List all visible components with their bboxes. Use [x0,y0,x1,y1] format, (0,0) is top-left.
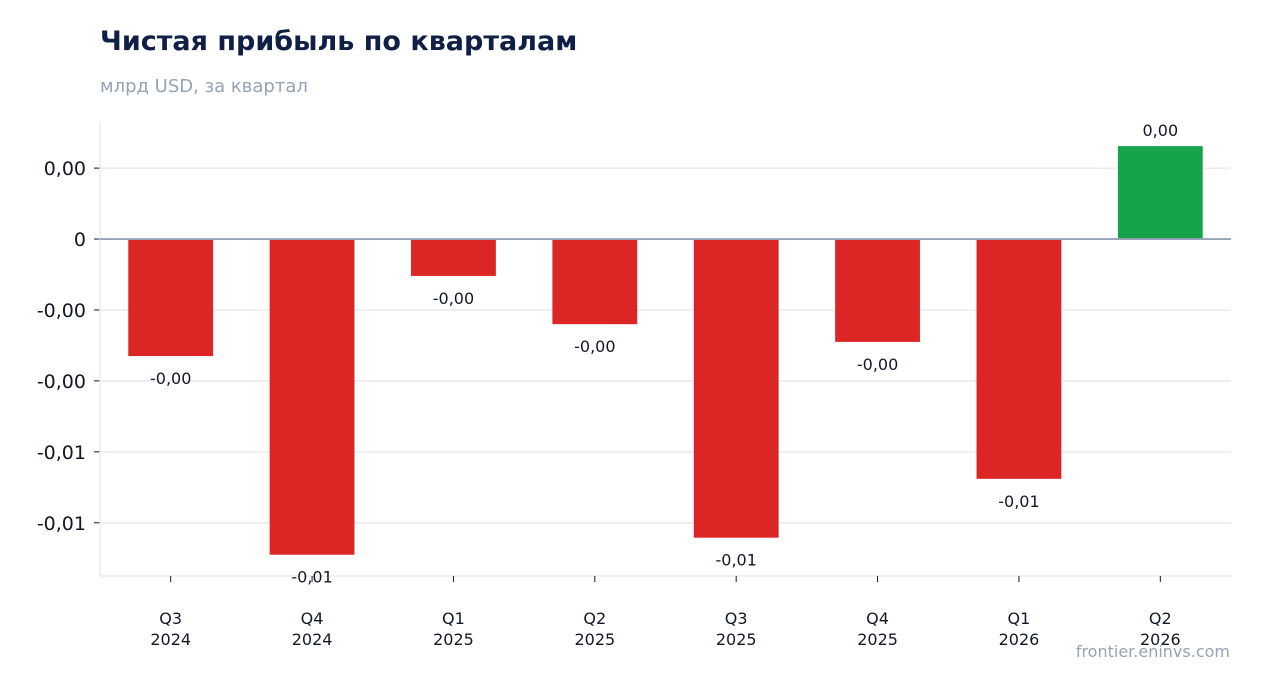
bar [411,239,496,276]
bar [1117,146,1203,240]
x-tick-label: Q3 [159,609,182,628]
x-tick-label: Q2 [1149,609,1172,628]
x-tick-label: 2025 [857,630,898,649]
x-tick-label: Q3 [725,609,748,628]
x-tick-label: Q2 [583,609,606,628]
data-label: -0,00 [433,289,474,308]
x-tick-label: Q4 [301,609,324,628]
chart-subtitle: млрд USD, за квартал [100,76,308,97]
x-tick-label: 2026 [999,630,1040,649]
y-tick-label: -0,00 [37,300,86,322]
x-tick-label: Q1 [1008,609,1031,628]
x-tick-label: 2025 [716,630,757,649]
bar [269,239,355,555]
x-tick-label: 2024 [292,630,333,649]
data-label: 0,00 [1143,121,1179,140]
bar [835,239,920,342]
data-label: -0,01 [715,551,756,570]
bar [128,239,214,357]
watermark: frontier.eninvs.com [1075,642,1230,661]
x-tick-label: 2024 [150,630,191,649]
y-tick-label: 0,00 [44,158,86,180]
x-tick-label: Q4 [866,609,889,628]
data-label: -0,00 [574,337,615,356]
chart-title: Чистая прибыль по кварталам [100,26,578,57]
x-tick-label: 2025 [574,630,615,649]
y-tick-label: 0 [74,229,86,251]
bar [693,239,779,538]
x-tick-label: 2026 [1140,630,1181,649]
data-label: -0,01 [998,492,1039,511]
data-label: -0,00 [150,369,191,388]
bar [976,239,1062,479]
x-tick-label: Q1 [442,609,465,628]
y-tick-label: -0,01 [37,442,86,464]
y-tick-label: -0,00 [37,371,86,393]
y-tick-label: -0,01 [37,513,86,535]
data-label: -0,00 [857,355,898,374]
x-tick-label: 2025 [433,630,474,649]
bar [552,239,638,325]
